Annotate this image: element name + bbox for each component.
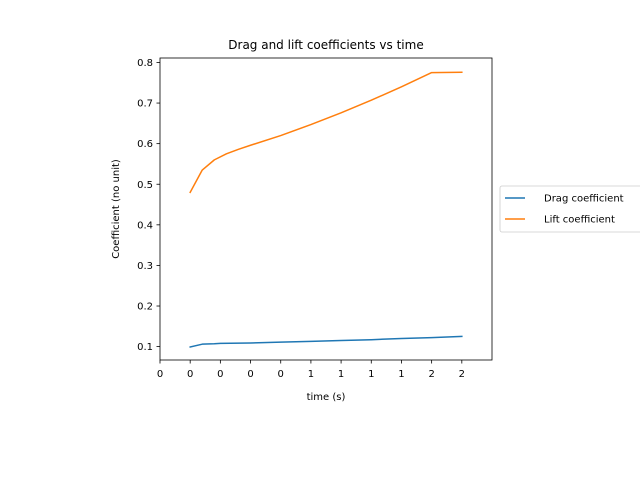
y-tick-label: 0.7	[137, 99, 153, 110]
y-tick-label: 0.5	[137, 180, 153, 191]
legend-label-drag: Drag coefficient	[544, 194, 624, 205]
y-tick-label: 0.2	[137, 302, 153, 313]
x-tick-label: 2	[428, 369, 434, 380]
y-axis-label: Coefficient (no unit)	[111, 159, 122, 259]
legend-box	[499, 185, 640, 233]
x-tick-label: 1	[338, 369, 344, 380]
legend-label-lift: Lift coefficient	[544, 215, 615, 226]
series-line-lift	[189, 71, 463, 194]
legend: Drag coefficient Lift coefficient	[499, 185, 640, 233]
x-tick-label: 0	[157, 369, 163, 380]
series-line-drag	[189, 335, 463, 348]
x-tick-label: 0	[217, 369, 223, 380]
x-tick-label: 0	[247, 369, 253, 380]
y-tick-label: 0.1	[137, 342, 153, 353]
x-axis-label: time (s)	[307, 392, 346, 403]
x-tick-label: 0	[187, 369, 193, 380]
plot-area: 0 0 0 0 0 1 1 1 1 2 2 0.1 0.2 0.3 0.4 0.5 0.6 0.7 0.8 Drag …	[111, 38, 493, 403]
y-tick-label: 0.8	[137, 58, 153, 69]
chart-title: Drag and lift coefficients vs time	[228, 38, 423, 52]
x-tick-label: 1	[398, 369, 404, 380]
y-tick-label: 0.6	[137, 139, 153, 150]
x-tick-label: 1	[308, 369, 314, 380]
y-tick-label: 0.3	[137, 261, 153, 272]
axes-frame	[159, 57, 493, 361]
x-tick-label: 1	[368, 369, 374, 380]
x-tick-label: 2	[459, 369, 465, 380]
y-tick-label: 0.4	[137, 220, 153, 231]
x-tick-label: 0	[278, 369, 284, 380]
